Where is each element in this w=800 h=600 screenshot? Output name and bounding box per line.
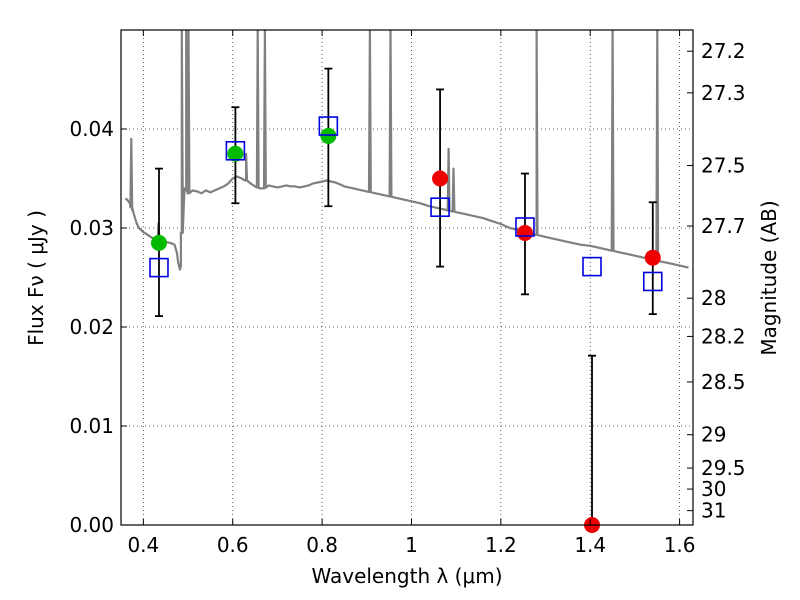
model-point: [582, 256, 602, 277]
right-tick-label: 28: [701, 286, 726, 310]
observed-point: [320, 127, 337, 144]
spectrum-line: [124, 30, 689, 271]
observed-point: [644, 249, 661, 266]
observed-point: [150, 234, 167, 251]
axes-frame: [120, 29, 694, 526]
model-point: [225, 140, 246, 161]
observed-point: [227, 145, 244, 162]
model-point: [642, 271, 663, 292]
x-axis-label: Wavelength λ (μm): [311, 564, 502, 588]
right-tick-label: 28.2: [701, 324, 746, 348]
right-tick-label: 27.3: [701, 81, 746, 105]
observed-point: [432, 170, 449, 187]
x-tick-label: 0.6: [217, 533, 249, 557]
y-tick-label: 0.02: [69, 315, 114, 339]
x-tick-label: 1: [405, 533, 418, 557]
right-axis-label: Magnitude (AB): [757, 200, 781, 355]
model-point: [318, 116, 339, 136]
right-tick-label: 31: [701, 499, 726, 523]
right-tick-label: 30: [701, 477, 726, 501]
right-tick-label: 29.5: [701, 456, 746, 480]
right-tick-label: 27.5: [701, 154, 746, 178]
right-tick-label: 29: [701, 423, 726, 447]
y-axis-label: Flux Fν ( μJy ): [24, 210, 48, 346]
ticks: 0.4 0.6 0.8 1 1.2 1.4 1.6 0.00 0.01 0.02 0.03 0.04 2…: [69, 30, 746, 557]
x-tick-label: 0.4: [127, 533, 159, 557]
observed-point: [516, 224, 533, 241]
x-tick-label: 1.4: [574, 533, 606, 557]
y-tick-label: 0.00: [69, 513, 114, 537]
model-point: [149, 257, 169, 278]
right-tick-label: 27.2: [701, 39, 746, 63]
model-point: [430, 197, 450, 218]
y-tick-label: 0.03: [69, 216, 114, 240]
right-tick-label: 27.7: [701, 214, 746, 238]
model-point: [515, 217, 535, 237]
right-tick-label: 28.5: [701, 370, 746, 394]
plot-area: [124, 30, 689, 271]
x-tick-label: 0.8: [306, 533, 338, 557]
y-tick-label: 0.01: [69, 414, 114, 438]
markers: [149, 67, 663, 533]
y-tick-label: 0.04: [69, 117, 114, 141]
x-tick-label: 1.2: [485, 533, 517, 557]
x-tick-label: 1.6: [664, 533, 696, 557]
